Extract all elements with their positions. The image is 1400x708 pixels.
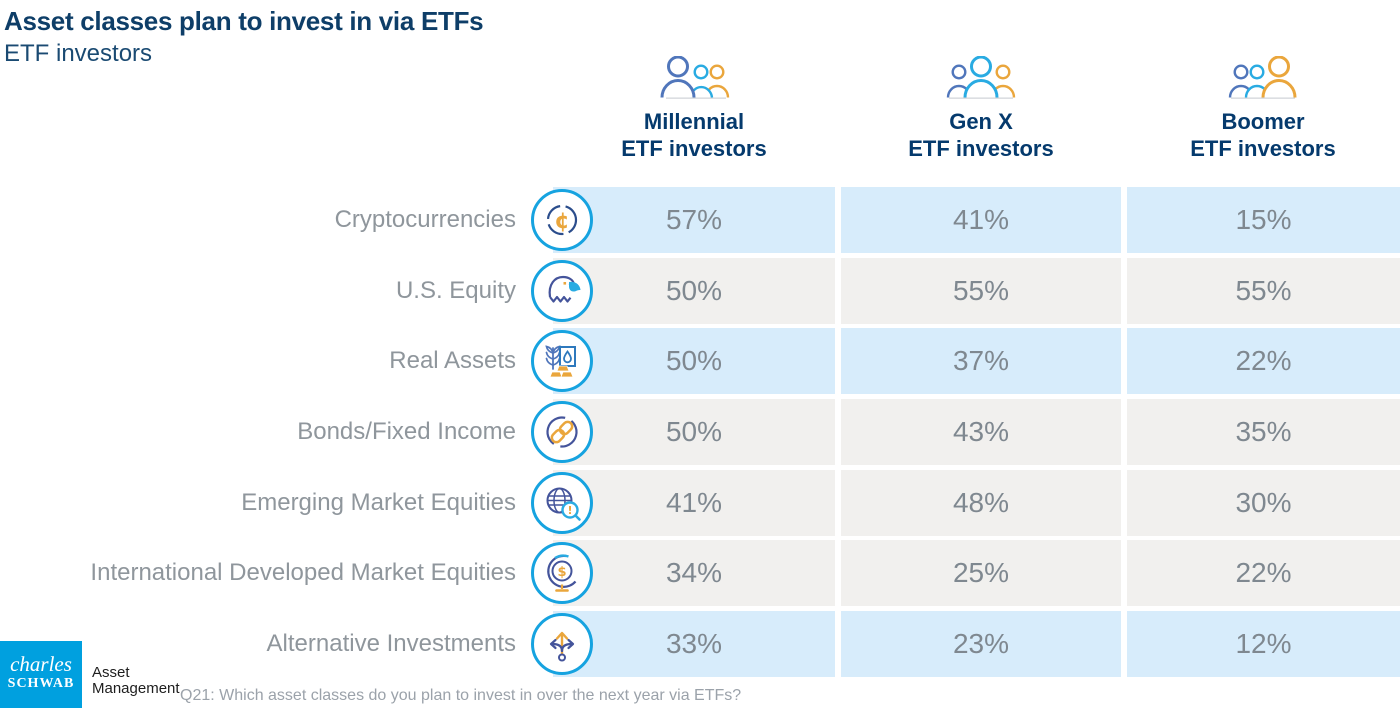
value-cell: 43% <box>841 399 1121 465</box>
value-cell: 37% <box>841 328 1121 394</box>
svg-text:¢: ¢ <box>554 209 569 234</box>
wheat-barrel-gold-icon <box>531 330 593 392</box>
desk-globe-icon: $ <box>531 542 593 604</box>
row-label: Bonds/Fixed Income <box>297 418 516 445</box>
globe-magnifier-icon: ! <box>531 472 593 534</box>
row-label: Alternative Investments <box>266 630 516 657</box>
page-title: Asset classes plan to invest in via ETFs <box>4 6 484 36</box>
value-cell: 33% <box>553 611 835 677</box>
value-cell: 23% <box>841 611 1121 677</box>
genx-people-icon <box>946 56 1016 99</box>
value-cell: 50% <box>553 399 835 465</box>
column-name: Gen X <box>949 109 1013 134</box>
row-label: International Developed Market Equities <box>90 559 516 586</box>
value-cell: 57% <box>553 187 835 253</box>
value-cell: 55% <box>1127 258 1400 324</box>
boomer-people-icon <box>1228 56 1297 99</box>
value-cell: 15% <box>1127 187 1400 253</box>
row-label: Emerging Market Equities <box>241 489 516 516</box>
globe-magnifier-glyph: ! <box>546 487 581 521</box>
logo-schwab-text: SCHWAB <box>7 676 75 691</box>
wheat-barrel-gold-glyph <box>545 345 576 378</box>
eagle-glyph <box>548 275 581 303</box>
value-cell: 50% <box>553 328 835 394</box>
column-subtitle: ETF investors <box>908 136 1054 161</box>
column-name: Millennial <box>643 109 745 134</box>
column-header-boomer: Boomer ETF investors <box>1143 56 1383 162</box>
value-cell: 35% <box>1127 399 1400 465</box>
value-cell: 50% <box>553 258 835 324</box>
row-label: Real Assets <box>389 347 516 374</box>
desk-globe-glyph: $ <box>547 554 577 592</box>
row-label: U.S. Equity <box>395 277 516 304</box>
value-cell: 41% <box>553 470 835 536</box>
eagle-icon <box>531 260 593 322</box>
charles-schwab-logo: charles SCHWAB <box>0 641 82 708</box>
svg-text:$: $ <box>557 565 566 580</box>
survey-question-footnote: Q21: Which asset classes do you plan to … <box>180 687 742 704</box>
column-name: Boomer <box>1221 109 1305 134</box>
cent-coin-glyph: ¢ <box>546 204 578 236</box>
column-header-millennial: Millennial ETF investors <box>574 56 814 162</box>
value-cell: 55% <box>841 258 1121 324</box>
chain-link-glyph <box>546 416 578 448</box>
page-subtitle: ETF investors <box>4 40 153 67</box>
millennial-people-icon <box>660 56 730 99</box>
value-cell: 22% <box>1127 540 1400 606</box>
value-cell: 22% <box>1127 328 1400 394</box>
svg-text:!: ! <box>567 504 572 517</box>
branching-arrows-icon <box>531 613 593 675</box>
value-cell: 30% <box>1127 470 1400 536</box>
logo-charles-text: charles <box>10 652 72 676</box>
asset-management-label: Asset Management <box>92 664 180 697</box>
value-cell: 34% <box>553 540 835 606</box>
value-cell: 48% <box>841 470 1121 536</box>
value-cell: 12% <box>1127 611 1400 677</box>
column-header-genx: Gen X ETF investors <box>861 56 1101 162</box>
row-label: Cryptocurrencies <box>334 206 516 233</box>
branching-arrows-glyph <box>549 631 575 662</box>
value-cell: 41% <box>841 187 1121 253</box>
column-subtitle: ETF investors <box>621 136 767 161</box>
value-cell: 25% <box>841 540 1121 606</box>
chain-link-icon <box>531 401 593 463</box>
cent-coin-icon: ¢ <box>531 189 593 251</box>
column-subtitle: ETF investors <box>1190 136 1336 161</box>
